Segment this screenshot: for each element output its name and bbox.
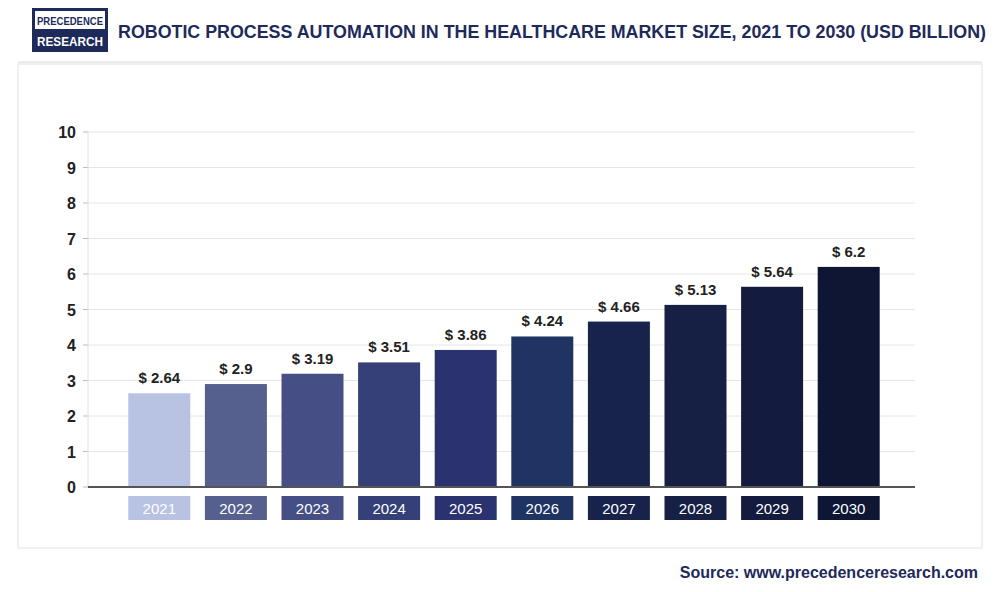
category-box bbox=[511, 496, 573, 520]
grid-line bbox=[88, 487, 915, 488]
category-box bbox=[818, 496, 880, 520]
category-box bbox=[282, 496, 344, 520]
category-label: 2021 bbox=[143, 500, 176, 517]
bar bbox=[435, 350, 497, 487]
grid-line bbox=[88, 203, 915, 204]
tick-mark bbox=[83, 167, 88, 168]
logo-text: RESEARCH bbox=[37, 34, 103, 49]
labels: $ 2.64 2021 $ 2.9 2022 $ 3.19 2023 $ 3.51 2024 $… bbox=[128, 243, 879, 520]
tick-label: 4 bbox=[67, 337, 76, 354]
tick-mark bbox=[83, 416, 88, 417]
bar bbox=[665, 305, 727, 487]
category-box bbox=[205, 496, 267, 520]
bar bbox=[205, 384, 267, 487]
bar bbox=[588, 322, 650, 487]
category-box bbox=[358, 496, 420, 520]
grid-line bbox=[88, 132, 915, 133]
category-label: 2029 bbox=[755, 500, 788, 517]
tick-label: 2 bbox=[67, 408, 76, 425]
logo-box bbox=[32, 8, 108, 52]
bar bbox=[741, 287, 803, 487]
tick-mark bbox=[83, 238, 88, 239]
bar bbox=[358, 362, 420, 487]
data-label: $ 3.51 bbox=[368, 338, 410, 355]
tick-label: 8 bbox=[67, 195, 76, 212]
category-box bbox=[588, 496, 650, 520]
category-label: 2024 bbox=[372, 500, 405, 517]
logo-text: PRECEDENCE bbox=[37, 15, 103, 27]
tick-mark bbox=[83, 274, 88, 275]
tick-label: 0 bbox=[67, 479, 76, 496]
category-box bbox=[741, 496, 803, 520]
category-box bbox=[435, 496, 497, 520]
tick-mark bbox=[83, 132, 88, 133]
tick-mark bbox=[83, 309, 88, 310]
header-rule bbox=[18, 62, 982, 63]
tick-label: 5 bbox=[67, 302, 76, 319]
tick-label: 7 bbox=[67, 231, 76, 248]
plot-frame bbox=[18, 64, 982, 548]
tick-label: 3 bbox=[67, 373, 76, 390]
category-label: 2026 bbox=[526, 500, 559, 517]
grid-line bbox=[88, 238, 915, 239]
category-label: 2022 bbox=[219, 500, 252, 517]
data-label: $ 5.13 bbox=[675, 281, 717, 298]
tick-label: 1 bbox=[67, 444, 76, 461]
data-label: $ 2.9 bbox=[219, 360, 252, 377]
background bbox=[0, 0, 1000, 592]
bars bbox=[128, 267, 879, 487]
tick-label: 9 bbox=[67, 160, 76, 177]
tick-mark bbox=[83, 345, 88, 346]
bar bbox=[282, 374, 344, 487]
chart: PRECEDENCE RESEARCH ROBOTIC PROCESS AUTOMA… bbox=[0, 0, 1000, 592]
category-box bbox=[665, 496, 727, 520]
data-label: $ 2.64 bbox=[138, 369, 180, 386]
y-axis bbox=[88, 132, 89, 487]
category-label: 2027 bbox=[602, 500, 635, 517]
tick-label: 6 bbox=[67, 266, 76, 283]
category-label: 2023 bbox=[296, 500, 329, 517]
data-label: $ 3.86 bbox=[445, 326, 487, 343]
bar bbox=[128, 393, 190, 487]
x-axis bbox=[88, 486, 915, 488]
data-label: $ 4.24 bbox=[521, 312, 563, 329]
category-label: 2030 bbox=[832, 500, 865, 517]
tick-mark bbox=[83, 203, 88, 204]
category-box bbox=[128, 496, 190, 520]
tick-label: 10 bbox=[58, 124, 76, 141]
data-label: $ 3.19 bbox=[292, 350, 334, 367]
bar bbox=[511, 336, 573, 487]
category-label: 2028 bbox=[679, 500, 712, 517]
logo-strip bbox=[35, 11, 105, 29]
title: ROBOTIC PROCESS AUTOMATION IN THE HEALTH… bbox=[118, 22, 986, 42]
category-label: 2025 bbox=[449, 500, 482, 517]
tick-mark bbox=[83, 487, 88, 488]
data-label: $ 5.64 bbox=[751, 263, 793, 280]
source: Source: www.precedenceresearch.com bbox=[680, 564, 978, 581]
tick-mark bbox=[83, 451, 88, 452]
data-label: $ 6.2 bbox=[832, 243, 865, 260]
grid-line bbox=[88, 167, 915, 168]
tick-mark bbox=[83, 380, 88, 381]
data-label: $ 4.66 bbox=[598, 298, 640, 315]
bar bbox=[818, 267, 880, 487]
